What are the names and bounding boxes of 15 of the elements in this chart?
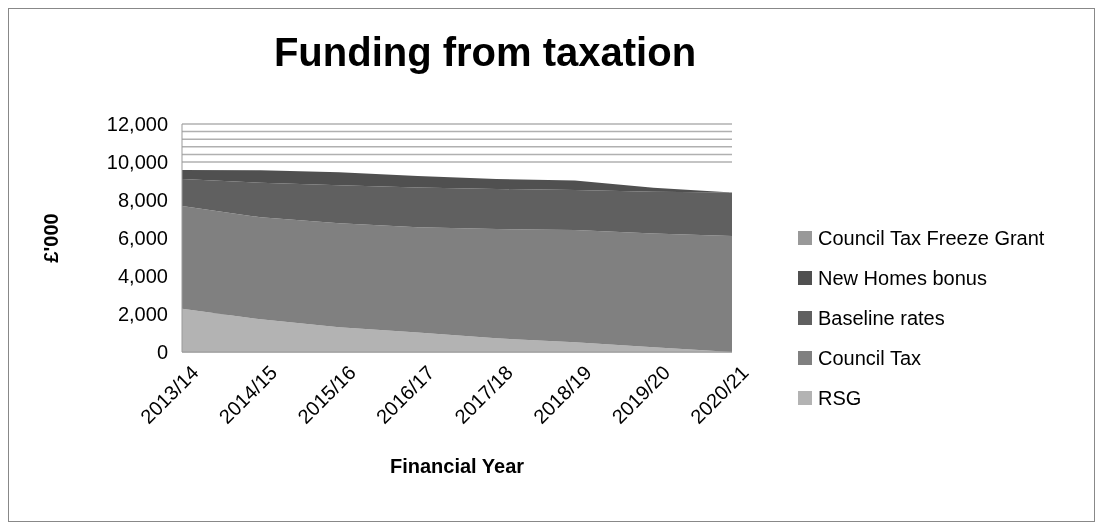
legend-label: New Homes bonus <box>818 267 987 289</box>
legend-label: Council Tax Freeze Grant <box>818 227 1045 249</box>
y-axis-title: £'000 <box>40 213 62 263</box>
y-tick-label: 10,000 <box>106 151 168 173</box>
chart-title: Funding from taxation <box>273 30 697 74</box>
legend-label: Council Tax <box>818 347 922 369</box>
y-tick-label: 2,000 <box>117 303 168 325</box>
y-tick-label: 4,000 <box>117 265 168 287</box>
y-tick-label: 12,000 <box>106 113 168 135</box>
legend-label: Baseline rates <box>818 307 945 329</box>
legend-label: RSG <box>818 387 862 409</box>
x-axis-title: Financial Year <box>389 455 525 477</box>
y-tick-label: 8,000 <box>117 189 168 211</box>
y-tick-label: 6,000 <box>117 227 168 249</box>
y-tick-label: 0 <box>156 341 168 363</box>
